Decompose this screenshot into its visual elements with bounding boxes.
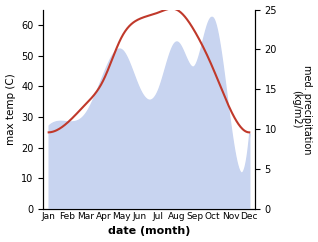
Y-axis label: med. precipitation
(kg/m2): med. precipitation (kg/m2) [291,65,313,154]
X-axis label: date (month): date (month) [108,227,190,236]
Y-axis label: max temp (C): max temp (C) [5,74,16,145]
